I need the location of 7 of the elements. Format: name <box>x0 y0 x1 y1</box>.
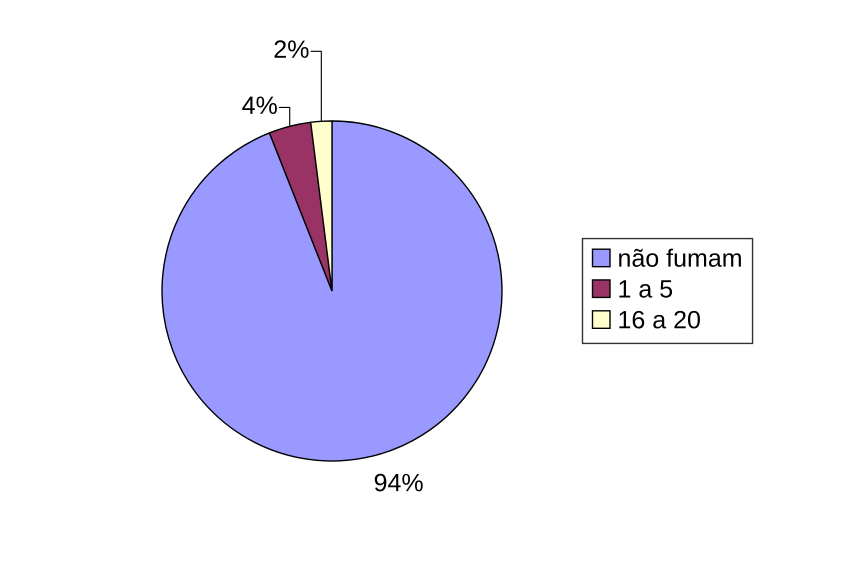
legend-label: não fumam <box>619 248 741 267</box>
data-label: 4% <box>242 96 277 114</box>
legend-label: 16 a 20 <box>619 310 700 329</box>
data-label: 94% <box>374 474 423 492</box>
pie-slice <box>161 120 503 462</box>
legend-label: 1 a 5 <box>619 280 672 298</box>
data-label: 2% <box>274 40 309 58</box>
